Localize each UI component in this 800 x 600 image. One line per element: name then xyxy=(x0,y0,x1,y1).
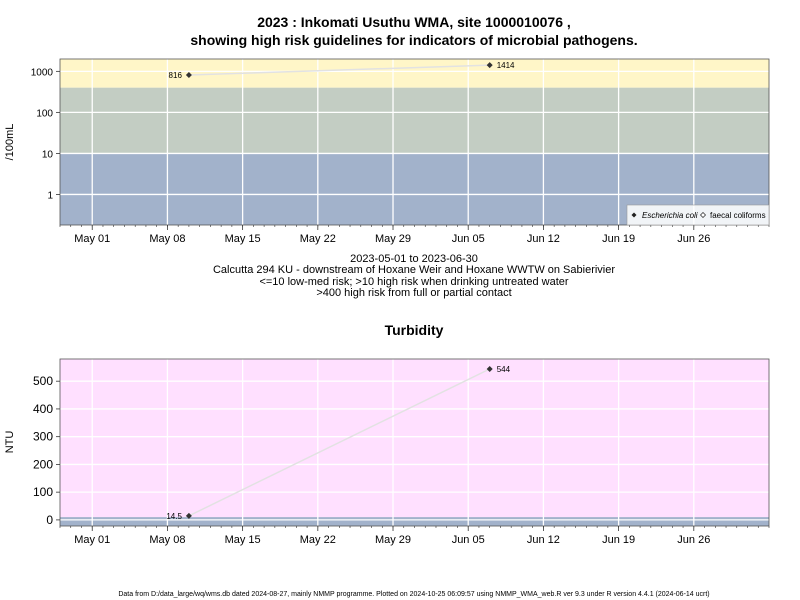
legend: Escherichia coli faecal coliforms xyxy=(626,204,770,226)
x-tick-label: May 08 xyxy=(149,534,185,546)
x-tick-label: Jun 26 xyxy=(677,233,710,245)
y-tick-label: 200 xyxy=(33,457,53,471)
legend-label-ecoli: Escherichia coli xyxy=(642,211,698,220)
y-tick-label: 10 xyxy=(42,149,54,160)
series-ecoli: 816 1414 xyxy=(169,61,515,80)
caption-date-range: 2023-05-01 to 2023-06-30 xyxy=(350,253,478,265)
caption-risk-low: <=10 low-med risk; >10 high risk when dr… xyxy=(259,276,568,288)
data-point xyxy=(486,365,493,372)
band-high_risk_contact xyxy=(60,59,769,88)
series-turbidity: 14.5 544 xyxy=(166,365,510,521)
x-tick-label: May 22 xyxy=(300,233,336,245)
data-point xyxy=(486,62,493,69)
gridlines xyxy=(60,59,769,225)
y-tick-label: 1000 xyxy=(31,67,54,78)
legend-marker-ecoli xyxy=(631,212,637,218)
x-tick-label: May 29 xyxy=(375,233,411,245)
x-tick-label: May 22 xyxy=(300,534,336,546)
x-tick-label: Jun 05 xyxy=(452,233,485,245)
y-tick-label: 400 xyxy=(33,402,53,416)
band-turbidity_band xyxy=(60,517,769,526)
chart-title-line2: showing high risk guidelines for indicat… xyxy=(190,32,637,48)
x-tick-label: May 29 xyxy=(375,534,411,546)
x-tick-label: May 08 xyxy=(149,233,185,245)
x-tick-label: Jun 26 xyxy=(677,534,710,546)
legend-label-faecal: faecal coliforms xyxy=(710,211,766,220)
gridlines xyxy=(60,359,769,526)
caption-site: Calcutta 294 KU - downstream of Hoxane W… xyxy=(213,264,615,276)
legend-box xyxy=(626,204,770,226)
footer-note: Data from D:/data_large/wq/wms.db dated … xyxy=(118,591,709,598)
y-tick-label: 300 xyxy=(33,430,53,444)
y-tick-label: 0 xyxy=(46,513,53,527)
x-tick-label: May 15 xyxy=(225,534,261,546)
turbidity-title: Turbidity xyxy=(385,322,444,338)
chart-title-line1: 2023 : Inkomati Usuthu WMA, site 1000010… xyxy=(257,14,571,30)
microbial-panel: 1 10 100 1000 May 01 May 08 May 15 May 22 May 2… xyxy=(4,58,770,245)
data-label: 816 xyxy=(169,71,183,80)
x-tick-label: Jun 05 xyxy=(452,534,485,546)
data-label: 544 xyxy=(497,365,511,374)
band-high_risk_drinking xyxy=(60,87,769,154)
x-tick-label: May 01 xyxy=(74,233,110,245)
y-axis-ticks: 1 10 100 1000 xyxy=(31,67,60,201)
series-line xyxy=(188,64,490,76)
x-tick-label: Jun 12 xyxy=(527,534,560,546)
legend-marker-faecal xyxy=(700,212,706,218)
y-tick-label: 1 xyxy=(47,190,53,201)
caption-risk-high: >400 high risk from full or partial cont… xyxy=(316,287,511,299)
plot-background xyxy=(60,359,769,526)
x-tick-label: May 15 xyxy=(225,233,261,245)
y-tick-label: 500 xyxy=(33,374,53,388)
data-label: 14.5 xyxy=(166,512,182,521)
x-axis-ticks: May 01 May 08 May 15 May 22 May 29 Jun 05 Jun … xyxy=(59,526,770,546)
y-axis-ticks: 0 100 200 300 400 500 xyxy=(33,374,60,527)
x-axis-ticks: May 01 May 08 May 15 May 22 May 29 Jun 05 Jun … xyxy=(59,225,770,245)
y-axis-label: /100mL xyxy=(4,124,16,161)
x-tick-label: Jun 12 xyxy=(527,233,560,245)
series-line xyxy=(188,368,491,517)
x-tick-label: May 01 xyxy=(74,534,110,546)
y-tick-label: 100 xyxy=(33,485,53,499)
y-axis-label: NTU xyxy=(4,431,16,454)
data-label: 1414 xyxy=(497,61,515,70)
data-point xyxy=(185,71,192,78)
turbidity-background xyxy=(60,359,769,526)
x-tick-label: Jun 19 xyxy=(602,233,635,245)
x-tick-label: Jun 19 xyxy=(602,534,635,546)
y-tick-label: 100 xyxy=(36,108,53,119)
risk-bands xyxy=(60,59,769,225)
data-point xyxy=(185,512,192,519)
